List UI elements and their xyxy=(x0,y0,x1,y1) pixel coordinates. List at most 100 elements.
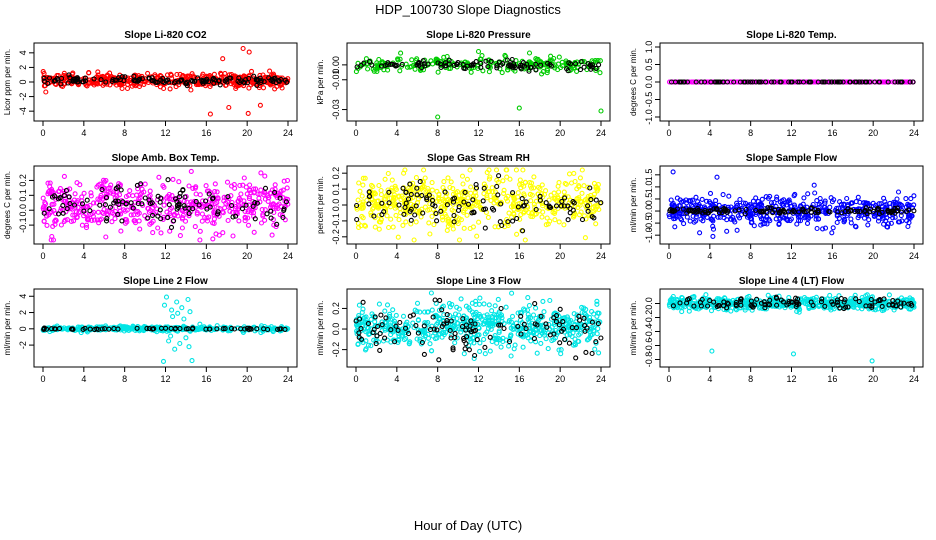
data-point xyxy=(363,56,369,62)
data-point xyxy=(376,212,382,218)
data-point xyxy=(573,355,579,361)
data-point xyxy=(237,79,243,86)
data-point xyxy=(155,225,161,231)
data-point xyxy=(801,195,807,201)
data-point xyxy=(490,189,496,195)
y-tick-label: 0.5 xyxy=(644,58,654,71)
data-point xyxy=(119,85,125,92)
x-tick-label: 12 xyxy=(160,374,170,384)
data-point xyxy=(486,69,492,75)
data-point xyxy=(480,198,486,204)
y-tick-label: 1.0 xyxy=(644,41,654,54)
data-point xyxy=(487,174,493,180)
data-point xyxy=(258,220,265,226)
data-point xyxy=(494,183,500,190)
data-point xyxy=(578,59,584,65)
data-point xyxy=(360,299,366,305)
data-point xyxy=(388,216,394,222)
data-point xyxy=(466,347,472,353)
data-point xyxy=(538,59,544,66)
data-point xyxy=(557,306,563,312)
data-point xyxy=(555,61,561,67)
data-point xyxy=(411,237,417,243)
x-tick-label: 4 xyxy=(707,128,712,138)
data-point xyxy=(280,214,286,221)
data-point xyxy=(496,59,503,65)
data-point xyxy=(485,64,491,70)
data-point xyxy=(243,184,249,190)
data-point xyxy=(111,189,117,195)
data-point xyxy=(183,335,189,341)
data-point xyxy=(354,216,360,223)
data-point xyxy=(68,218,74,224)
data-point xyxy=(115,198,121,204)
data-point xyxy=(136,210,142,216)
data-point xyxy=(509,290,515,296)
data-point xyxy=(745,79,751,85)
data-point xyxy=(460,189,466,195)
data-point xyxy=(268,208,274,214)
x-tick-label: 0 xyxy=(666,374,671,384)
data-point xyxy=(540,209,546,215)
data-point xyxy=(262,185,269,191)
x-tick-label: 8 xyxy=(435,128,440,138)
data-point xyxy=(74,215,80,221)
data-point xyxy=(499,70,505,76)
data-point xyxy=(905,223,911,230)
y-tick-label: -0.5 xyxy=(644,92,654,108)
data-point xyxy=(386,224,392,231)
data-point xyxy=(229,202,235,209)
data-point xyxy=(520,60,526,66)
data-point xyxy=(436,357,442,363)
data-point xyxy=(65,80,71,86)
data-point xyxy=(363,61,369,67)
data-point xyxy=(66,72,72,78)
data-point xyxy=(844,195,850,202)
data-point xyxy=(58,81,64,87)
data-point xyxy=(904,79,910,85)
data-point xyxy=(278,76,284,83)
data-point xyxy=(598,335,604,341)
data-point xyxy=(57,195,63,201)
data-point xyxy=(72,191,78,197)
data-point xyxy=(520,167,526,173)
data-point xyxy=(465,195,471,201)
data-point xyxy=(174,203,180,209)
data-point xyxy=(485,214,491,220)
data-point xyxy=(493,167,500,173)
data-point xyxy=(72,204,78,210)
data-point xyxy=(426,190,432,196)
data-point xyxy=(865,222,871,228)
data-point xyxy=(577,198,583,205)
data-point xyxy=(119,218,125,224)
data-point xyxy=(177,194,183,200)
x-tick-label: 0 xyxy=(353,251,358,261)
data-point xyxy=(45,191,51,197)
data-point xyxy=(481,301,487,307)
data-point xyxy=(552,217,558,223)
y-tick-label: -1.0 xyxy=(644,109,654,125)
data-point xyxy=(558,351,564,357)
data-point xyxy=(437,297,443,303)
x-tick-label: 8 xyxy=(748,128,753,138)
data-point xyxy=(458,296,464,302)
data-point xyxy=(529,211,535,217)
data-point xyxy=(47,180,53,186)
data-point xyxy=(572,336,578,342)
data-point xyxy=(450,226,456,232)
data-point xyxy=(192,78,198,84)
data-point xyxy=(128,212,134,218)
data-point xyxy=(160,358,167,364)
data-point xyxy=(235,202,242,208)
data-point xyxy=(385,67,391,73)
data-point xyxy=(529,192,535,198)
data-point xyxy=(176,179,182,185)
data-point xyxy=(181,198,187,204)
data-point xyxy=(220,230,226,236)
data-point xyxy=(280,187,286,193)
x-tick-label: 12 xyxy=(473,251,483,261)
data-point xyxy=(49,233,55,240)
data-point xyxy=(814,225,820,232)
x-tick-label: 8 xyxy=(435,374,440,384)
data-point xyxy=(49,194,56,200)
